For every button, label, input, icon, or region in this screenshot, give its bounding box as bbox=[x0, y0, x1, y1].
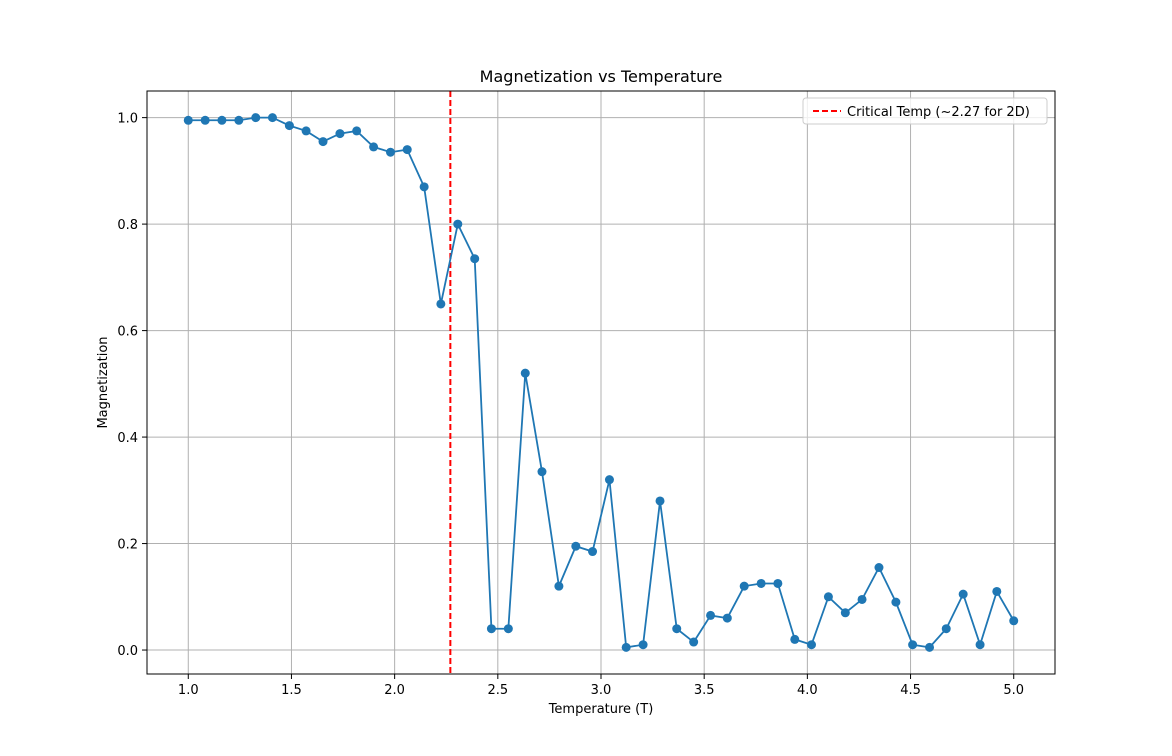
data-point bbox=[604, 475, 614, 485]
data-point bbox=[925, 642, 935, 652]
y-tick-label: 0.2 bbox=[117, 538, 138, 553]
data-point bbox=[992, 586, 1002, 596]
x-axis-label: Temperature (T) bbox=[548, 702, 654, 717]
data-point bbox=[672, 624, 682, 634]
data-point bbox=[200, 115, 210, 125]
data-point bbox=[486, 624, 496, 634]
data-point bbox=[908, 640, 918, 650]
x-tick-label: 1.0 bbox=[178, 683, 199, 698]
data-point bbox=[537, 467, 547, 477]
data-point bbox=[217, 115, 227, 125]
data-point bbox=[722, 613, 732, 623]
x-tick-label: 4.0 bbox=[797, 683, 818, 698]
data-point bbox=[621, 642, 631, 652]
data-point bbox=[419, 182, 429, 192]
data-point bbox=[706, 610, 716, 620]
data-point bbox=[773, 578, 783, 588]
x-tick-label: 2.0 bbox=[384, 683, 405, 698]
chart-title: Magnetization vs Temperature bbox=[480, 67, 723, 86]
data-point bbox=[840, 608, 850, 618]
data-point bbox=[251, 113, 261, 123]
data-point bbox=[183, 115, 193, 125]
data-point bbox=[267, 113, 277, 123]
axis-ticks: 1.0 1.5 2.0 2.5 3.0 3.5 4.0 4.5 5.0 0.0 0.2 0.4 0.6 0… bbox=[117, 112, 1024, 698]
data-point bbox=[806, 640, 816, 650]
data-point bbox=[891, 597, 901, 607]
data-point bbox=[436, 299, 446, 309]
y-tick-label: 0.4 bbox=[117, 431, 138, 446]
data-point bbox=[638, 640, 648, 650]
data-point bbox=[369, 142, 379, 152]
data-point bbox=[318, 137, 328, 147]
y-tick-label: 0.0 bbox=[117, 644, 138, 659]
data-point bbox=[352, 126, 362, 136]
y-tick-label: 0.6 bbox=[117, 325, 138, 340]
data-point bbox=[386, 147, 396, 157]
data-point bbox=[958, 589, 968, 599]
data-point bbox=[874, 563, 884, 573]
data-point bbox=[739, 581, 749, 591]
data-point bbox=[975, 640, 985, 650]
data-point bbox=[823, 592, 833, 602]
y-axis-label: Magnetization bbox=[96, 336, 111, 428]
data-point bbox=[520, 368, 530, 378]
data-point bbox=[941, 624, 951, 634]
x-tick-label: 2.5 bbox=[487, 683, 508, 698]
legend-label-critical-temp: Critical Temp (~2.27 for 2D) bbox=[847, 105, 1030, 120]
data-point bbox=[234, 115, 244, 125]
data-point bbox=[857, 594, 867, 604]
grid bbox=[147, 91, 1055, 674]
data-point bbox=[790, 634, 800, 644]
data-point bbox=[335, 129, 345, 139]
legend: Critical Temp (~2.27 for 2D) bbox=[802, 97, 1048, 125]
x-tick-label: 5.0 bbox=[1003, 683, 1024, 698]
data-point bbox=[470, 254, 480, 264]
data-point bbox=[689, 637, 699, 647]
data-point bbox=[554, 581, 564, 591]
x-tick-label: 3.0 bbox=[591, 683, 612, 698]
data-point bbox=[503, 624, 513, 634]
data-point bbox=[402, 145, 412, 155]
data-point bbox=[588, 547, 598, 557]
data-point bbox=[655, 496, 665, 506]
x-tick-label: 3.5 bbox=[694, 683, 715, 698]
data-point bbox=[756, 578, 766, 588]
data-point bbox=[301, 126, 311, 136]
y-tick-label: 1.0 bbox=[117, 112, 138, 127]
data-point bbox=[453, 219, 463, 229]
x-tick-label: 1.5 bbox=[281, 683, 302, 698]
legend-box bbox=[802, 97, 1048, 125]
x-tick-label: 4.5 bbox=[900, 683, 921, 698]
y-tick-label: 0.8 bbox=[117, 218, 138, 233]
data-point bbox=[1009, 616, 1019, 626]
series-layer bbox=[183, 113, 1019, 652]
data-point bbox=[571, 541, 581, 551]
data-point bbox=[284, 121, 294, 131]
